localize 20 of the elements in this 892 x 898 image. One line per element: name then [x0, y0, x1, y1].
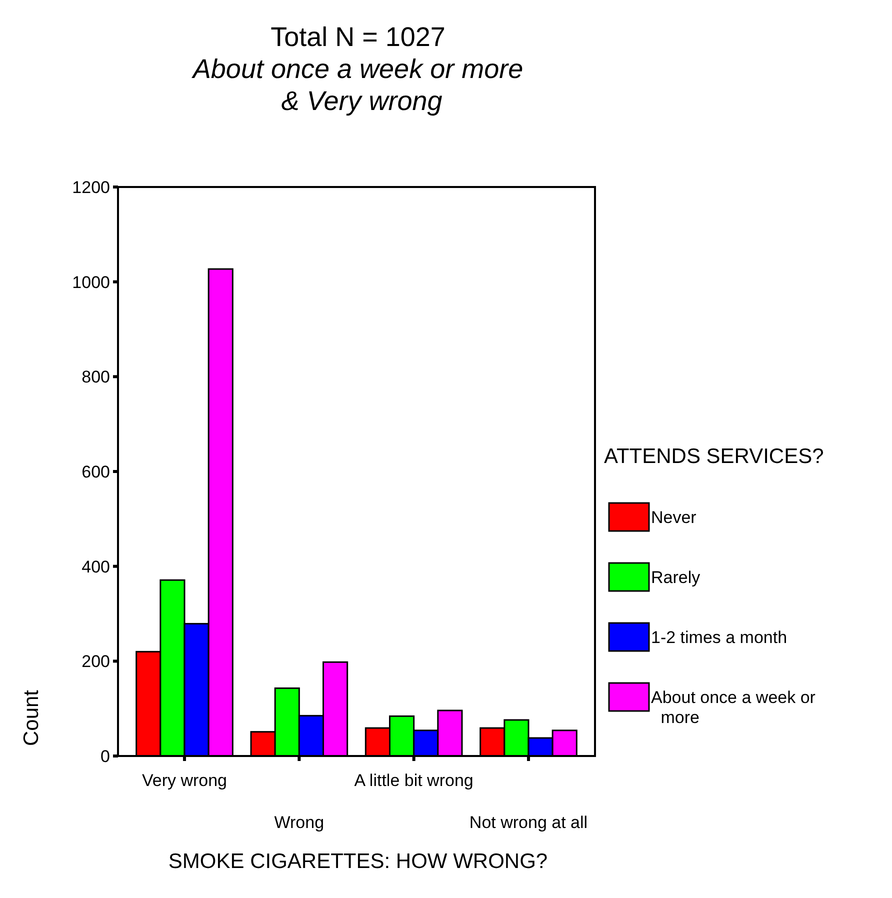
y-axis-title: Count	[20, 690, 43, 746]
legend-label: Rarely	[651, 568, 701, 587]
x-tick-label: Wrong	[274, 813, 324, 832]
y-tick-label: 400	[82, 557, 110, 576]
x-axis-title: SMOKE CIGARETTES: HOW WRONG?	[168, 850, 548, 873]
y-tick-label: 200	[82, 652, 110, 672]
legend-title: ATTENDS SERVICES?	[604, 445, 824, 468]
legend-label: About once a week or more	[651, 688, 816, 727]
y-tick-label: 1000	[72, 272, 110, 292]
x-tick-label: A little bit wrong	[354, 771, 474, 790]
y-tick-label: 0	[100, 747, 110, 766]
x-tick-label: Not wrong at all	[469, 813, 588, 832]
legend-label: 1-2 times a month	[651, 628, 788, 647]
y-tick-label: 800	[82, 368, 110, 387]
chart-subtitle: About once a week or more & Very wrong	[190, 54, 524, 116]
legend-label: Never	[651, 508, 697, 527]
x-tick-label: Very wrong	[142, 771, 228, 790]
chart-title: Total N = 1027	[270, 22, 446, 52]
y-tick-label: 600	[82, 462, 110, 482]
y-tick-label: 1200	[72, 178, 110, 197]
